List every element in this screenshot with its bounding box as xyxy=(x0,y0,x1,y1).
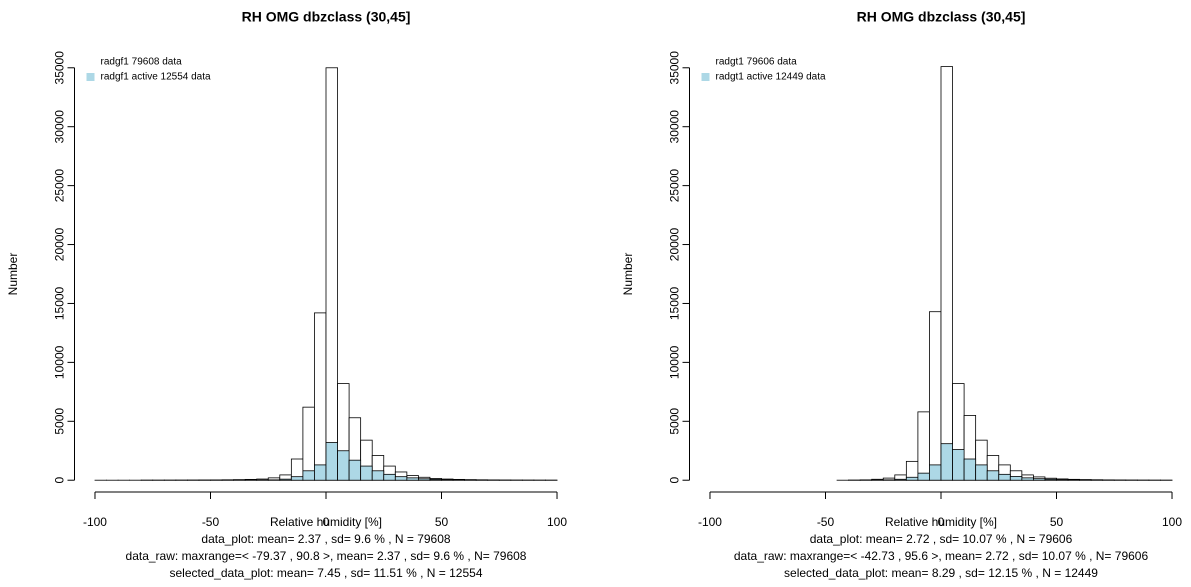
legend-swatch xyxy=(86,73,95,81)
bar xyxy=(429,478,442,481)
bar xyxy=(371,470,385,481)
y-tick-label: 25000 xyxy=(53,169,67,203)
legend-label: radgf1 active 12554 data xyxy=(101,72,212,83)
legend-label: radgf1 79608 data xyxy=(101,57,183,68)
legend-swatch xyxy=(701,58,710,66)
x-axis-label: Relative humidity [%] xyxy=(885,515,997,529)
stats-note: data_raw: maxrange=< -79.37 , 90.8 >, me… xyxy=(126,549,527,563)
bar xyxy=(986,470,1000,481)
bar xyxy=(383,473,396,481)
bar xyxy=(337,450,350,481)
bar xyxy=(917,472,930,481)
x-tick-label: -50 xyxy=(202,515,220,529)
bar xyxy=(441,479,454,481)
bar xyxy=(1033,478,1046,481)
bar xyxy=(348,459,362,481)
y-tick-label: 30000 xyxy=(53,110,67,144)
bar xyxy=(394,476,408,481)
x-tick-label: 100 xyxy=(1162,515,1182,529)
y-tick-label: 25000 xyxy=(668,169,682,203)
legend-swatch xyxy=(701,73,710,81)
x-tick-label: -50 xyxy=(817,515,835,529)
bar xyxy=(1021,477,1034,481)
bar xyxy=(940,443,953,481)
bar xyxy=(418,478,431,481)
y-tick-label: 10000 xyxy=(53,345,67,379)
stats-note: data_plot: mean= 2.72 , sd= 10.07 % , N … xyxy=(810,532,1073,546)
legend-swatch xyxy=(86,58,95,66)
bar xyxy=(302,470,315,481)
stats-note: selected_data_plot: mean= 7.45 , sd= 11.… xyxy=(169,566,482,580)
y-tick-label: 5000 xyxy=(668,408,682,435)
bar xyxy=(302,406,315,481)
x-axis-label: Relative humidity [%] xyxy=(270,515,382,529)
bar xyxy=(963,458,977,481)
x-tick-label: 50 xyxy=(1050,515,1064,529)
x-tick-label: 0 xyxy=(323,515,330,529)
y-tick-label: 10000 xyxy=(668,345,682,379)
bar xyxy=(325,442,338,481)
y-tick-label: 35000 xyxy=(53,51,67,85)
bar xyxy=(905,476,919,481)
y-tick-label: 0 xyxy=(668,477,682,484)
chart-title: RH OMG dbzclass (30,45] xyxy=(242,9,411,25)
bar xyxy=(1009,476,1023,481)
y-tick-label: 30000 xyxy=(668,110,682,144)
x-tick-label: 0 xyxy=(938,515,945,529)
y-tick-label: 20000 xyxy=(668,228,682,262)
bar xyxy=(952,449,965,481)
bar xyxy=(360,465,373,481)
bar xyxy=(279,478,292,481)
y-axis-label: Number xyxy=(6,253,20,296)
x-tick-label: 50 xyxy=(435,515,449,529)
bar xyxy=(894,478,907,481)
bar xyxy=(975,464,988,481)
bar xyxy=(325,67,338,481)
bar xyxy=(929,464,942,481)
y-tick-label: 5000 xyxy=(53,408,67,435)
y-tick-label: 20000 xyxy=(53,228,67,262)
y-tick-label: 0 xyxy=(53,477,67,484)
legend-label: radgt1 active 12449 data xyxy=(716,72,827,83)
x-tick-label: -100 xyxy=(83,515,107,529)
bar xyxy=(917,411,930,481)
bar xyxy=(929,311,942,481)
bar xyxy=(406,477,419,481)
stats-note: data_plot: mean= 2.37 , sd= 9.6 % , N = … xyxy=(201,532,451,546)
y-tick-label: 35000 xyxy=(668,51,682,85)
bar xyxy=(998,473,1011,481)
bar xyxy=(1044,478,1057,481)
bar xyxy=(1056,479,1069,481)
legend-label: radgt1 79606 data xyxy=(716,57,798,68)
bar xyxy=(314,312,327,481)
x-tick-label: 100 xyxy=(547,515,567,529)
y-tick-label: 15000 xyxy=(668,286,682,320)
bar xyxy=(290,476,304,481)
bar xyxy=(314,464,327,481)
y-tick-label: 15000 xyxy=(53,286,67,320)
bar xyxy=(940,66,953,481)
x-tick-label: -100 xyxy=(698,515,722,529)
chart-title: RH OMG dbzclass (30,45] xyxy=(857,9,1026,25)
stats-note: data_raw: maxrange=< -42.73 , 95.6 >, me… xyxy=(734,549,1149,563)
stats-note: selected_data_plot: mean= 8.29 , sd= 12.… xyxy=(784,566,1098,580)
y-axis-label: Number xyxy=(621,253,635,296)
